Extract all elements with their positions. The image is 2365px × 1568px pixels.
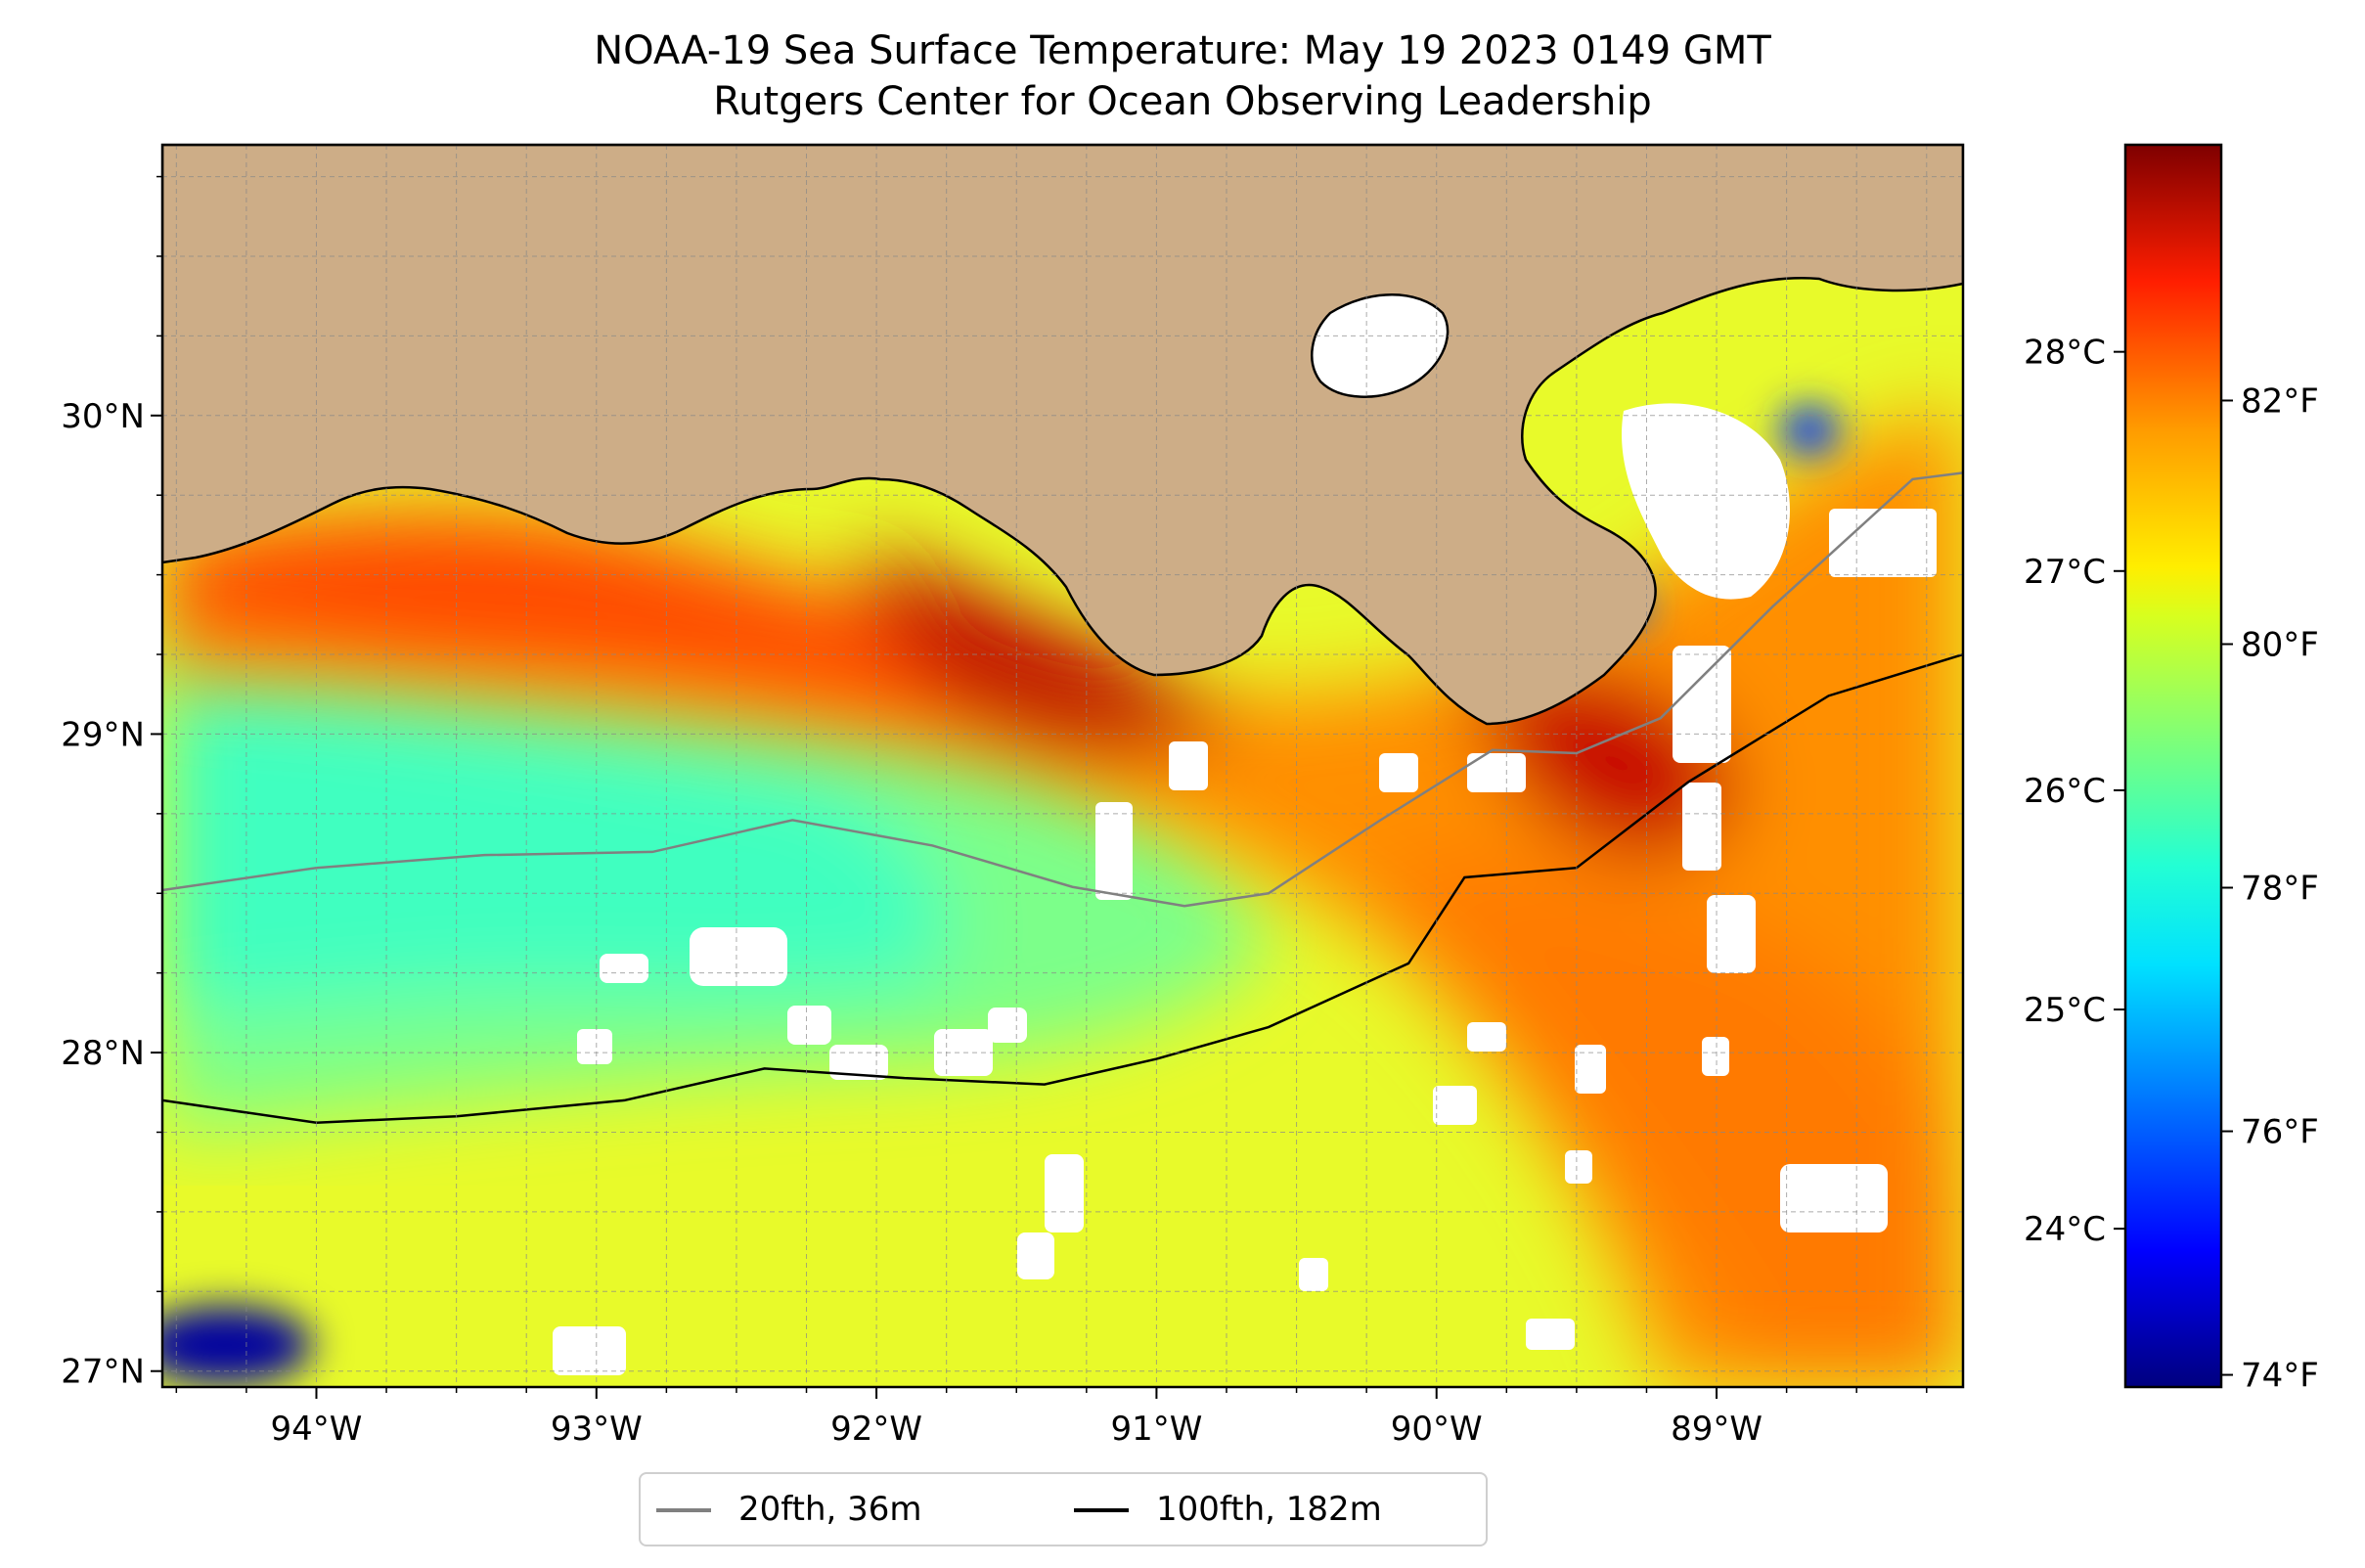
chart-subtitle: Rutgers Center for Ocean Observing Leade… <box>713 79 1652 124</box>
lake-pontchartrain <box>1311 293 1450 398</box>
x-tick-label: 92°W <box>830 1410 922 1449</box>
legend-label-100fth: 100fth, 182m <box>1156 1490 1382 1529</box>
colorbar-celsius-axis: 24°C 25°C 26°C 27°C 28°C <box>2024 334 2125 1249</box>
chart-title: NOAA-19 Sea Surface Temperature: May 19 … <box>594 28 1771 73</box>
map-plot-area <box>162 145 1963 1387</box>
colorbar <box>2123 143 2223 1389</box>
colorbar-fahrenheit-axis: 74°F 76°F 78°F 80°F 82°F <box>2221 381 2319 1396</box>
x-tick-label: 89°W <box>1671 1410 1763 1449</box>
map-frame <box>160 143 1965 1389</box>
x-tick-label: 91°W <box>1110 1410 1202 1449</box>
celsius-tick-label: 24°C <box>2024 1210 2106 1249</box>
legend-label-20fth: 20fth, 36m <box>738 1490 922 1529</box>
celsius-tick-label: 25°C <box>2024 991 2106 1030</box>
no-data-delta <box>1622 403 1790 600</box>
x-tick-label: 90°W <box>1391 1410 1483 1449</box>
land-mass <box>162 145 1963 726</box>
legend: 20fth, 36m 100fth, 182m <box>639 1472 1488 1546</box>
legend-swatch-100fth <box>1074 1508 1129 1512</box>
celsius-tick-label: 27°C <box>2024 553 2106 592</box>
fahrenheit-tick-label: 76°F <box>2241 1113 2319 1152</box>
longitude-axis: 94°W 93°W 92°W 91°W 90°W 89°W <box>175 1387 1928 1449</box>
fahrenheit-tick-label: 82°F <box>2241 381 2319 421</box>
y-tick-label: 29°N <box>61 715 145 754</box>
celsius-tick-label: 26°C <box>2024 772 2106 811</box>
isobath-20fth-line <box>162 471 1963 908</box>
y-tick-label: 30°N <box>61 397 145 436</box>
fahrenheit-tick-label: 74°F <box>2241 1357 2319 1396</box>
celsius-tick-label: 28°C <box>2024 334 2106 373</box>
map-grid <box>162 145 1963 1387</box>
x-tick-label: 93°W <box>551 1410 643 1449</box>
cloud-mask-patches <box>553 509 1937 1375</box>
x-tick-label: 94°W <box>271 1410 363 1449</box>
legend-swatch-20fth <box>656 1508 711 1512</box>
latitude-axis: 27°N 28°N 29°N 30°N <box>61 175 162 1392</box>
isobath-100fth-line <box>162 652 1963 1124</box>
y-tick-label: 27°N <box>61 1353 145 1392</box>
fahrenheit-tick-label: 78°F <box>2241 870 2319 909</box>
fahrenheit-tick-label: 80°F <box>2241 625 2319 664</box>
y-tick-label: 28°N <box>61 1034 145 1073</box>
